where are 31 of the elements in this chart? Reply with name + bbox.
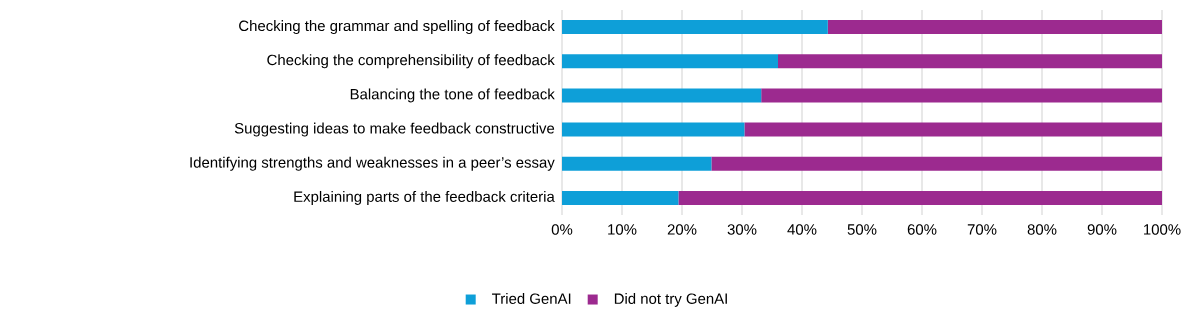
x-tick-label: 90% — [1087, 224, 1117, 235]
x-tick-label: 60% — [907, 224, 937, 235]
bar — [562, 54, 778, 69]
bar — [761, 88, 1163, 103]
bar — [562, 190, 679, 205]
bar — [778, 54, 1163, 69]
bar — [678, 190, 1163, 205]
bar — [827, 20, 1163, 35]
x-tick-label: 10% — [608, 224, 637, 235]
bar — [562, 122, 745, 137]
x-tick-label: 50% — [847, 224, 877, 235]
legend-label: Tried GenAI — [492, 292, 571, 304]
bar — [562, 20, 828, 35]
y-tick-label: Suggesting ideas to make feedback constructive — [234, 122, 555, 137]
legend-label: Did not try GenAI — [614, 292, 727, 307]
x-tick-label: 40% — [787, 224, 817, 235]
x-tick-label: 70% — [967, 224, 997, 235]
x-tick-label: 0% — [551, 224, 573, 235]
x-tick-label: 30% — [727, 224, 757, 235]
x-tick-label: 80% — [1027, 224, 1057, 235]
bar — [562, 156, 712, 171]
y-tick-label: Checking the comprehensibility of feedback — [267, 54, 555, 69]
bar — [562, 88, 762, 103]
bar — [744, 122, 1163, 137]
y-tick-label: Explaining parts of the feedback criteria — [294, 190, 555, 205]
y-tick-label: Identifying strengths and weaknesses in a peer’s essay — [190, 156, 555, 171]
x-tick-label: 100% — [1144, 224, 1181, 235]
x-tick-label: 20% — [667, 224, 697, 235]
y-tick-label: Balancing the tone of feedback — [350, 88, 555, 103]
bar — [711, 156, 1163, 171]
y-tick-label: Checking the grammar and spelling of feedback — [239, 20, 555, 35]
